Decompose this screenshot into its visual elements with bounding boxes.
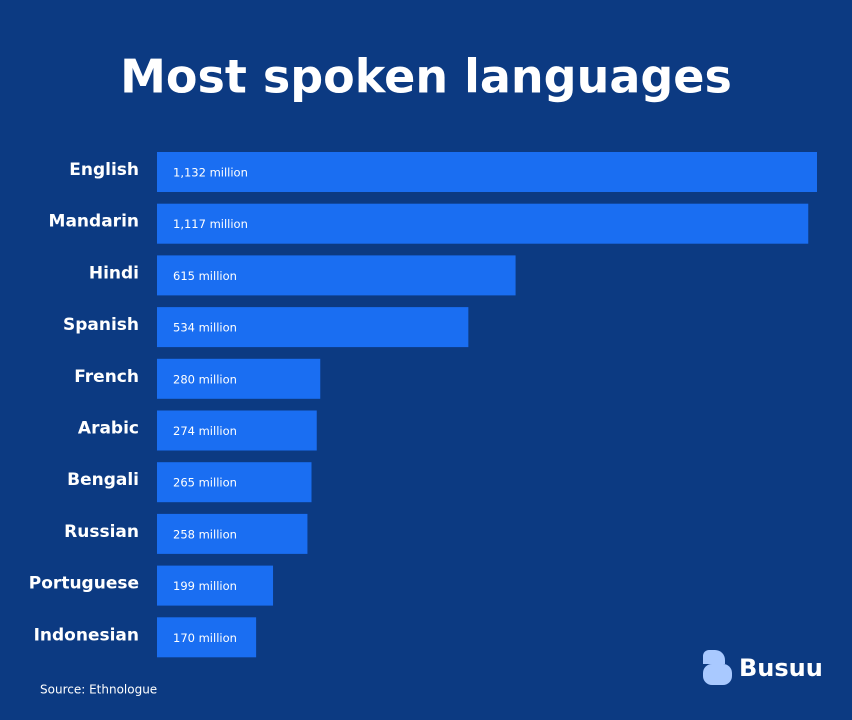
category-label: Portuguese	[29, 574, 139, 594]
category-label: Arabic	[78, 419, 139, 439]
category-label: Russian	[64, 522, 139, 542]
value-label: 199 million	[173, 579, 237, 593]
category-label: Hindi	[89, 263, 139, 283]
brand-logo: Busuu	[703, 650, 823, 685]
bar	[157, 410, 317, 451]
chart-title: Most spoken languages	[120, 50, 732, 104]
value-label: 170 million	[173, 631, 237, 645]
value-label: 274 million	[173, 424, 237, 438]
bar	[157, 152, 817, 192]
bar	[157, 255, 516, 296]
bar	[157, 358, 321, 399]
value-label: 280 million	[173, 372, 237, 386]
bar	[157, 565, 274, 606]
bar	[157, 462, 312, 503]
value-label: 1,132 million	[173, 166, 248, 180]
value-label: 265 million	[173, 476, 237, 490]
bar	[157, 513, 308, 554]
value-label: 615 million	[173, 269, 237, 283]
value-label: 1,117 million	[173, 217, 248, 231]
bar	[157, 617, 257, 658]
category-label: French	[74, 367, 139, 387]
category-label: English	[69, 160, 139, 180]
category-label: Bengali	[67, 470, 139, 490]
value-label: 258 million	[173, 527, 237, 541]
value-label: 534 million	[173, 321, 237, 335]
bar	[157, 307, 469, 348]
bar	[157, 203, 809, 244]
category-label: Mandarin	[49, 212, 139, 232]
category-label: Indonesian	[34, 625, 139, 645]
brand-name: Busuu	[739, 654, 823, 682]
category-label: Spanish	[63, 315, 139, 335]
logo-icon-bottom	[703, 664, 732, 685]
source: Source: Ethnologue	[40, 683, 157, 697]
logo-icon-top	[703, 650, 725, 664]
